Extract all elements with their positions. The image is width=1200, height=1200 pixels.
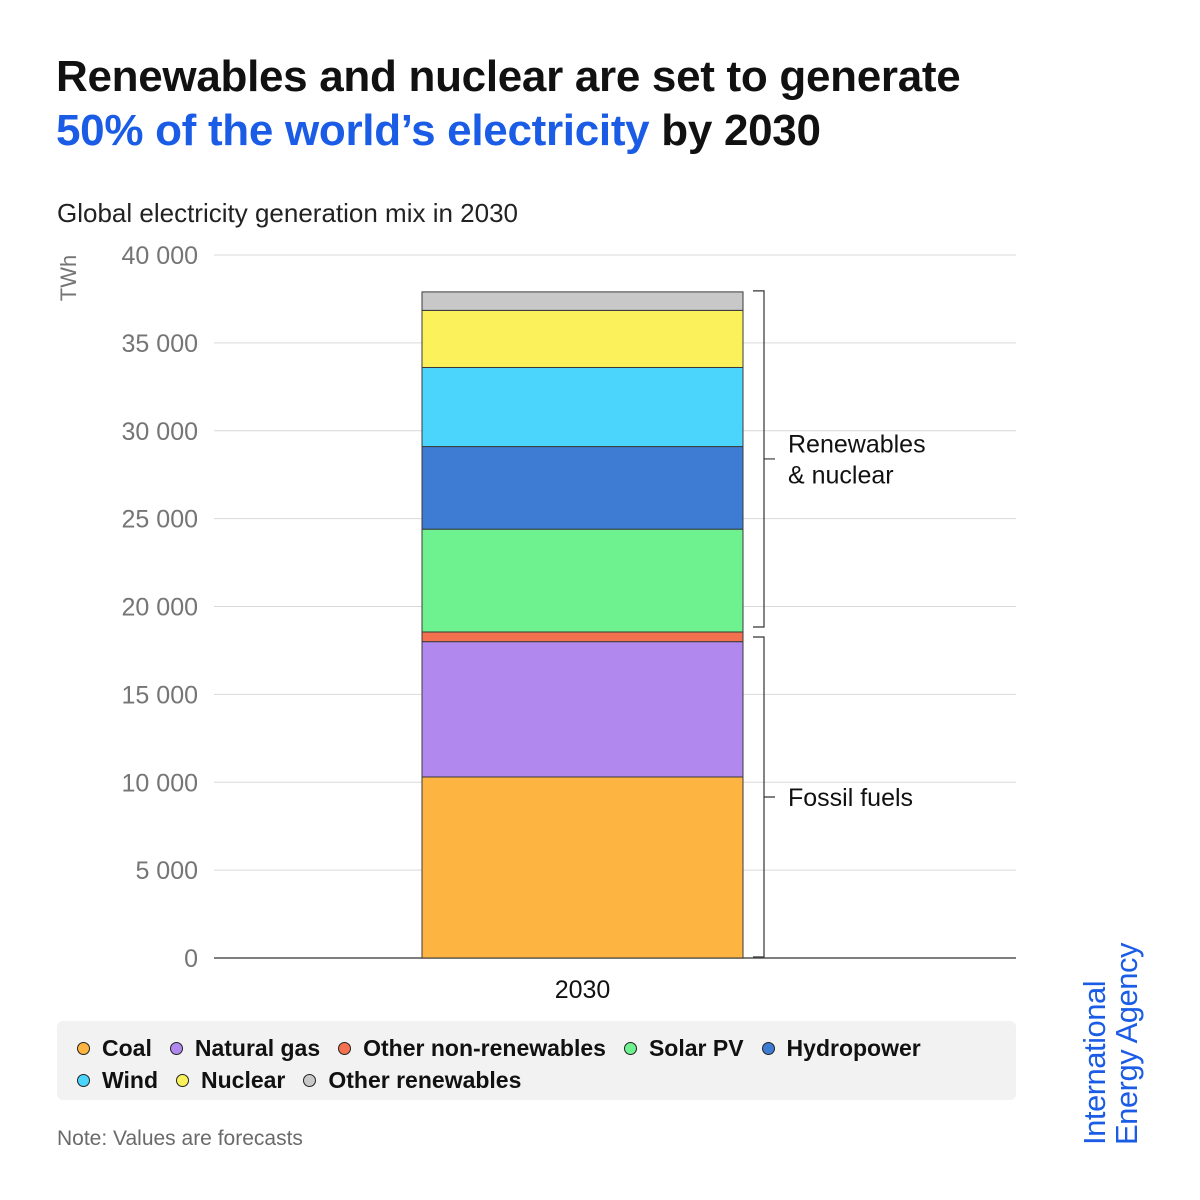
bar-segment-wind xyxy=(421,366,744,448)
bar-segment-coal xyxy=(421,776,744,959)
logo-line-2: Energy Agency xyxy=(1109,942,1144,1145)
legend-row-2: Wind Nuclear Other renewables xyxy=(77,1067,539,1094)
x-tick-label: 2030 xyxy=(555,976,611,1004)
y-tick-label: 5 000 xyxy=(135,857,198,885)
legend-swatch-coal xyxy=(77,1042,90,1055)
y-tick-label: 10 000 xyxy=(122,769,198,797)
chart-legend: Coal Natural gas Other non-renewables So… xyxy=(57,1021,1016,1100)
bar-segment-other-non-renewables xyxy=(421,631,744,643)
legend-label: Nuclear xyxy=(201,1067,286,1093)
y-tick-label: 30 000 xyxy=(122,418,198,446)
legend-item-solar-pv: Solar PV xyxy=(623,1035,744,1062)
title-highlight: 50% of the world’s electricity xyxy=(56,106,650,155)
bar-segment-hydropower xyxy=(421,446,744,530)
annotation-label: & nuclear xyxy=(788,461,894,489)
legend-swatch-wind xyxy=(77,1074,90,1087)
annotation-label: Fossil fuels xyxy=(788,784,913,812)
legend-swatch-other-non-renewables xyxy=(338,1042,352,1055)
legend-item-hydropower: Hydropower xyxy=(761,1035,921,1062)
legend-item-coal: Coal xyxy=(77,1035,152,1062)
title-line-1: Renewables and nuclear are set to genera… xyxy=(56,52,961,101)
chart-subtitle: Global electricity generation mix in 203… xyxy=(57,198,519,228)
y-tick-label: 0 xyxy=(184,945,198,973)
legend-item-other-renewables: Other renewables xyxy=(303,1067,521,1094)
iea-logo-text: International Energy Agency xyxy=(1077,905,1144,1145)
legend-label: Coal xyxy=(102,1035,152,1061)
legend-item-other-non-renewables: Other non-renewables xyxy=(338,1035,606,1062)
legend-label: Natural gas xyxy=(194,1035,321,1061)
legend-swatch-nuclear xyxy=(176,1074,189,1087)
legend-label: Other renewables xyxy=(328,1067,522,1093)
y-tick-label: 40 000 xyxy=(122,242,198,270)
y-tick-label: 20 000 xyxy=(122,594,198,622)
chart-title: Renewables and nuclear are set to genera… xyxy=(56,50,961,158)
bar-segment-nuclear xyxy=(421,309,744,368)
y-tick-label: 25 000 xyxy=(122,506,198,534)
bar-segment-natural-gas xyxy=(421,641,744,778)
bar-segment-other-renewables xyxy=(421,291,744,311)
bracket-renewables-nuclear xyxy=(753,290,775,628)
legend-item-wind: Wind xyxy=(77,1067,158,1094)
legend-label: Other non-renewables xyxy=(363,1035,606,1061)
legend-item-natural-gas: Natural gas xyxy=(169,1035,321,1062)
y-tick-label: 35 000 xyxy=(122,330,198,358)
legend-swatch-other-renewables xyxy=(303,1074,317,1087)
annotation-label: Renewables xyxy=(788,430,926,458)
logo-line-1: International xyxy=(1077,980,1112,1145)
legend-label: Hydropower xyxy=(786,1035,921,1061)
title-rest: by 2030 xyxy=(649,106,821,155)
legend-swatch-solar-pv xyxy=(623,1042,637,1055)
y-axis-label: TWh xyxy=(56,255,81,301)
legend-label: Wind xyxy=(102,1067,158,1093)
bar-segment-solar-pv xyxy=(421,528,744,633)
legend-item-nuclear: Nuclear xyxy=(176,1067,285,1094)
y-tick-label: 15 000 xyxy=(122,681,198,709)
legend-label: Solar PV xyxy=(648,1035,744,1061)
stacked-bar-chart: 0 5 000 10 000 15 000 20 000 25 000 30 000 35 0… xyxy=(56,242,1016,1004)
bracket-fossil-fuels xyxy=(753,636,775,958)
legend-row-1: Coal Natural gas Other non-renewables So… xyxy=(77,1035,939,1062)
legend-swatch-hydropower xyxy=(761,1042,775,1055)
legend-swatch-natural-gas xyxy=(169,1042,183,1055)
footnote: Note: Values are forecasts xyxy=(57,1127,303,1150)
